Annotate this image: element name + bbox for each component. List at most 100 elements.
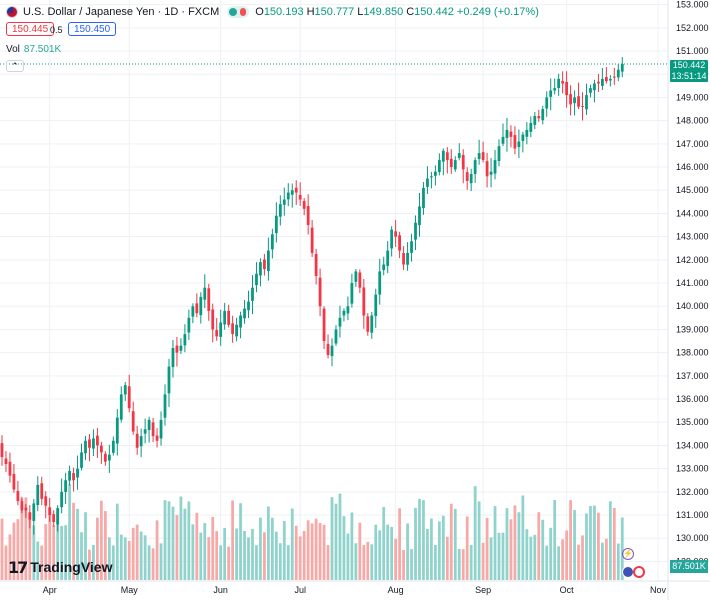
volume-bar: [410, 549, 413, 580]
volume-bar: [115, 503, 119, 580]
y-tick-label: 144.000: [676, 208, 709, 218]
candle-body: [489, 171, 493, 175]
volume-bar: [274, 531, 278, 580]
candle-body: [36, 484, 40, 505]
volume-bar: [195, 512, 199, 580]
volume-bar: [290, 508, 294, 580]
y-tick-label: 148.000: [676, 116, 709, 126]
volume-bar: [521, 495, 525, 580]
volume-bar: [541, 519, 545, 580]
candle-body: [465, 172, 469, 181]
candle-body: [0, 443, 4, 458]
candle-body: [326, 343, 330, 355]
y-tick-label: 133.000: [676, 464, 709, 474]
y-tick-label: 149.000: [676, 92, 709, 102]
candle-body: [402, 253, 405, 265]
candle-body: [107, 454, 111, 461]
volume-bar: [489, 537, 493, 580]
volume-bar: [191, 524, 195, 580]
volume-bar: [330, 497, 334, 580]
volume-bar: [612, 508, 616, 580]
candle-body: [64, 480, 67, 492]
volume-bar: [398, 508, 401, 580]
close-label: C: [406, 6, 415, 18]
volume-bar: [267, 506, 270, 580]
volume-bar: [286, 545, 290, 580]
volume-bar: [88, 549, 91, 580]
volume-bar: [465, 516, 469, 580]
volume-bar: [28, 513, 32, 580]
volume-bar: [239, 503, 242, 580]
volume-bar: [219, 545, 223, 580]
y-tick-label: 153.000: [676, 0, 709, 10]
volume-bar: [48, 508, 52, 580]
volume-bar: [8, 534, 12, 580]
volume-bar: [203, 523, 207, 580]
volume-bar: [318, 522, 322, 580]
volume-bar: [430, 518, 433, 580]
volume-bar: [434, 544, 437, 580]
candle-body: [565, 81, 568, 96]
volume-axis-label: 87.501K: [670, 560, 708, 573]
candle-body: [278, 204, 282, 217]
y-tick-label: 135.000: [676, 417, 709, 427]
volume-bar: [199, 532, 203, 580]
volume-bar: [529, 536, 533, 580]
candle-body: [215, 330, 219, 337]
candle-body: [330, 345, 334, 357]
volume-bar: [131, 527, 135, 580]
volume-bar: [163, 500, 167, 580]
volume-bar: [386, 524, 390, 580]
collapse-legend-button[interactable]: ⌃: [6, 60, 24, 72]
volume-bar: [76, 508, 79, 580]
lightning-icon[interactable]: ⚡: [622, 548, 634, 560]
x-tick-label: Aug: [388, 585, 404, 595]
buy-button[interactable]: 150.450: [68, 22, 117, 36]
candle-body: [604, 77, 608, 82]
candle-body: [314, 253, 318, 277]
sell-button[interactable]: 150.445: [6, 22, 55, 36]
volume-bar: [589, 506, 592, 580]
volume-bar: [294, 525, 298, 580]
tradingview-logo[interactable]: 17 TradingView: [8, 558, 112, 577]
candle-body: [96, 435, 99, 446]
candle-body: [84, 440, 87, 454]
open-value: 150.193: [263, 6, 304, 18]
candle-body: [612, 76, 616, 78]
candle-body: [370, 315, 374, 333]
candle-body: [223, 310, 227, 325]
close-value: 150.442: [414, 6, 454, 18]
volume-bar: [565, 530, 568, 580]
volume-bar: [247, 537, 250, 580]
volume-bar: [445, 536, 449, 580]
earnings-icon[interactable]: [633, 566, 645, 578]
candle-body: [103, 453, 107, 462]
y-tick-label: 141.000: [676, 278, 709, 288]
candle-body: [44, 496, 48, 506]
candle-body: [100, 445, 103, 453]
volume-bar: [533, 534, 537, 580]
volume-bar: [505, 508, 509, 580]
volume-bar: [135, 524, 139, 580]
volume-value: 87.501K: [23, 44, 62, 55]
candle-body: [175, 345, 179, 353]
candle-body: [211, 309, 215, 330]
chart-header: U.S. Dollar / Japanese Yen · 1D · FXCM O…: [6, 4, 539, 20]
volume-bar: [553, 499, 557, 580]
volume-bar: [302, 530, 306, 580]
candle-body: [16, 491, 20, 502]
candle-body: [362, 287, 366, 316]
volume-bar: [608, 501, 612, 580]
candle-body: [267, 250, 270, 272]
symbol-title[interactable]: U.S. Dollar / Japanese Yen · 1D · FXCM: [23, 6, 220, 18]
candle-body: [346, 306, 350, 314]
candle-body: [263, 259, 266, 270]
candle-body: [497, 146, 501, 162]
volume-bar: [119, 534, 123, 580]
change-value: +0.249 (+0.17%): [456, 6, 539, 18]
market-status-toggle-icon[interactable]: [227, 6, 250, 18]
volume-bar: [84, 512, 87, 580]
volume-bar: [370, 544, 374, 580]
volume-bar: [322, 524, 326, 580]
